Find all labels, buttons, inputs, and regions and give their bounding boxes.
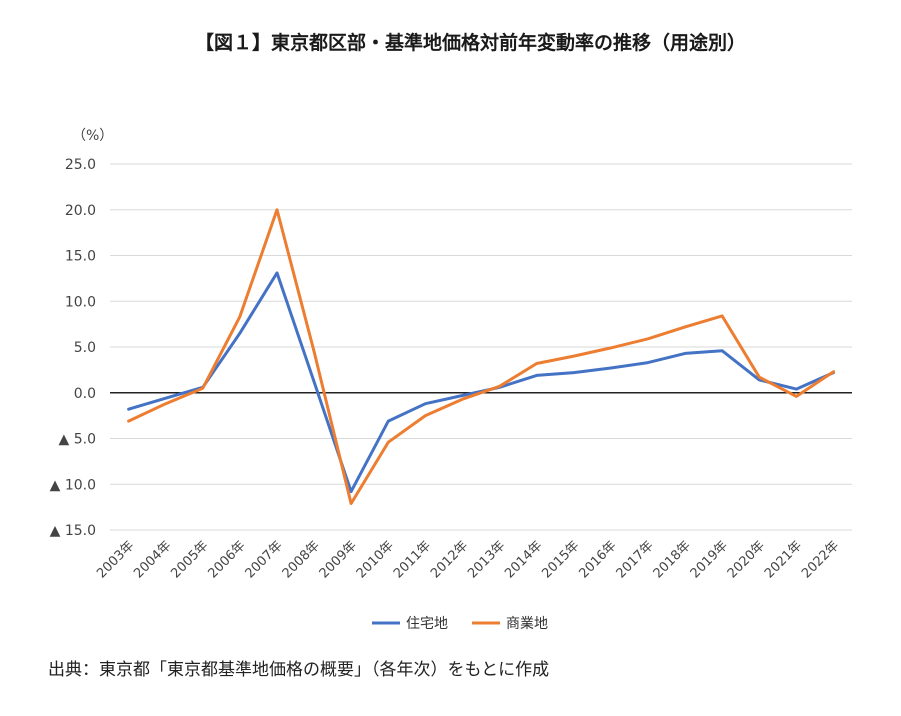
series-line-residential xyxy=(127,271,835,494)
y-tick-label: 15.0 xyxy=(65,249,96,265)
legend-label: 商業地 xyxy=(506,616,548,632)
x-tick-label: 2003年 xyxy=(94,538,137,581)
y-tick-label: 20.0 xyxy=(65,203,96,219)
series-lines xyxy=(127,208,835,505)
y-tick-label: 25.0 xyxy=(65,157,96,173)
x-tick-label: 2014年 xyxy=(502,538,545,581)
chart-title: 【図１】東京都区部・基準地価格対前年変動率の推移（用途別） xyxy=(194,32,746,54)
x-tick-label: 2021年 xyxy=(762,538,805,581)
x-tick-label: 2011年 xyxy=(391,538,434,581)
x-axis-ticks: 2003年2004年2005年2006年2007年2008年2009年2010年… xyxy=(94,538,842,581)
x-tick-label: 2018年 xyxy=(651,538,694,581)
x-tick-label: 2017年 xyxy=(614,538,657,581)
y-tick-label: ▲ 5.0 xyxy=(59,432,96,448)
x-tick-label: 2013年 xyxy=(465,538,508,581)
x-tick-label: 2020年 xyxy=(725,538,768,581)
series-line-commercial xyxy=(127,208,835,505)
x-tick-label: 2005年 xyxy=(168,538,211,581)
y-tick-label: 5.0 xyxy=(74,340,96,356)
x-tick-label: 2019年 xyxy=(688,538,731,581)
x-tick-label: 2015年 xyxy=(539,538,582,581)
gridlines xyxy=(110,163,852,531)
x-tick-label: 2022年 xyxy=(799,538,842,581)
x-tick-label: 2010年 xyxy=(354,538,397,581)
legend-label: 住宅地 xyxy=(406,616,448,632)
x-tick-label: 2008年 xyxy=(280,538,323,581)
source-note: 出典：東京都「東京都基準地価格の概要」（各年次）をもとに作成 xyxy=(48,660,550,680)
x-tick-label: 2009年 xyxy=(317,538,360,581)
x-tick-label: 2007年 xyxy=(243,538,286,581)
x-tick-label: 2006年 xyxy=(205,538,248,581)
x-tick-label: 2012年 xyxy=(428,538,471,581)
y-axis-ticks: 25.0 20.0 15.0 10.0 5.0 0.0 ▲ 5.0 ▲ 10.0 ▲ 15.0 xyxy=(50,157,96,539)
y-tick-label: ▲ 10.0 xyxy=(50,477,96,493)
x-tick-label: 2016年 xyxy=(576,538,619,581)
x-tick-label: 2004年 xyxy=(131,538,174,581)
y-tick-label: ▲ 15.0 xyxy=(50,523,96,539)
y-tick-label: 10.0 xyxy=(65,294,96,310)
legend: 住宅地 商業地 xyxy=(372,616,548,632)
y-axis-unit: （%） xyxy=(72,128,113,144)
y-tick-label: 0.0 xyxy=(74,386,96,402)
